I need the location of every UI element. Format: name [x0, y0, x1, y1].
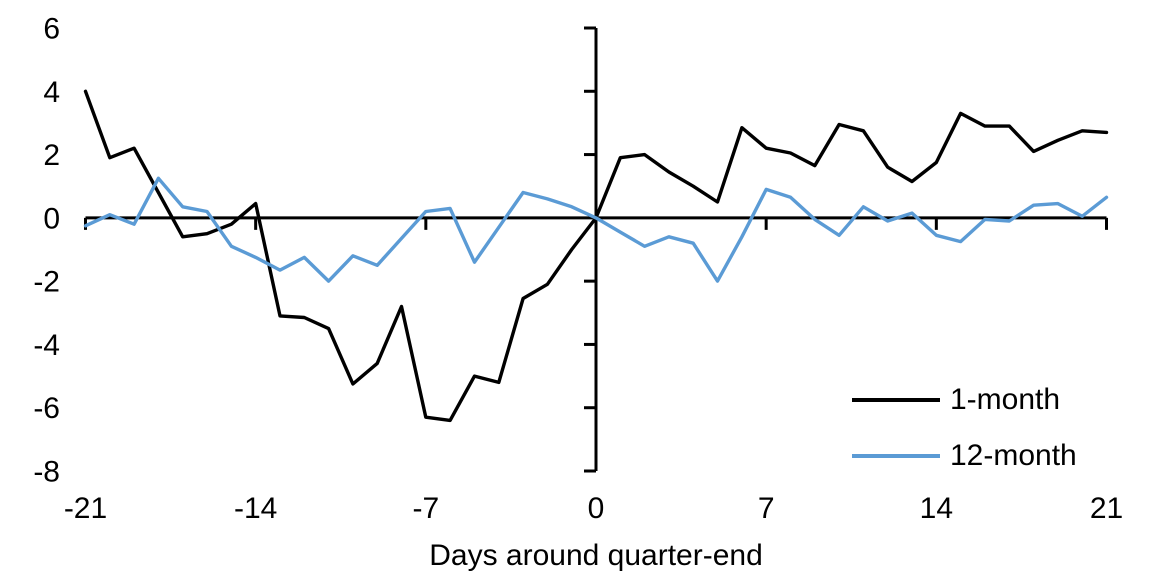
y-tick-label: -4	[33, 329, 60, 362]
y-tick-label: -8	[33, 456, 60, 489]
x-tick-label: -14	[234, 492, 277, 525]
legend-label-1-month: 1-month	[950, 383, 1061, 416]
x-tick-label: 14	[920, 492, 953, 525]
y-tick-label: 2	[43, 139, 60, 172]
x-axis-title: Days around quarter-end	[429, 539, 763, 572]
legend-label-12-month: 12-month	[950, 439, 1077, 472]
legend-item-12-month: 12-month	[852, 440, 1077, 472]
x-tick-label: 0	[588, 492, 605, 525]
series-line-12-month	[83, 176, 1109, 283]
y-tick-label: 0	[43, 202, 60, 235]
y-tick-label: -2	[33, 266, 60, 299]
x-tick-label: 21	[1090, 492, 1123, 525]
legend-swatch-1-month	[852, 398, 940, 402]
legend-item-1-month: 1-month	[852, 384, 1060, 416]
legend-swatch-12-month	[852, 454, 940, 458]
y-tick-label: -6	[33, 392, 60, 425]
y-tick-label: 6	[43, 13, 60, 46]
x-tick-label: -21	[64, 492, 107, 525]
y-tick-label: 4	[43, 76, 60, 109]
x-tick-label: -7	[412, 492, 439, 525]
x-tick-label: 7	[758, 492, 775, 525]
